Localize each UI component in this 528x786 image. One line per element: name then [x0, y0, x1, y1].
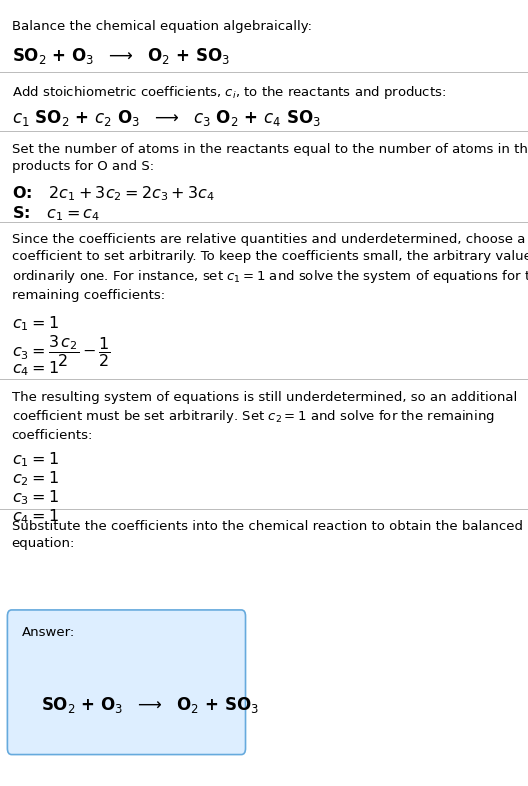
- Text: $c_1$ SO$_2$ + $c_2$ O$_3$  $\longrightarrow$  $c_3$ O$_2$ + $c_4$ SO$_3$: $c_1$ SO$_2$ + $c_2$ O$_3$ $\longrightar…: [12, 108, 321, 127]
- Text: $c_4 = 1$: $c_4 = 1$: [12, 507, 59, 526]
- Text: Substitute the coefficients into the chemical reaction to obtain the balanced
eq: Substitute the coefficients into the che…: [12, 520, 523, 550]
- Text: Since the coefficients are relative quantities and underdetermined, choose a
coe: Since the coefficients are relative quan…: [12, 233, 528, 303]
- Text: Balance the chemical equation algebraically:: Balance the chemical equation algebraica…: [12, 20, 312, 34]
- Text: $c_1 = 1$: $c_1 = 1$: [12, 450, 59, 469]
- Text: $c_2 = 1$: $c_2 = 1$: [12, 469, 59, 488]
- Text: $c_4 = 1$: $c_4 = 1$: [12, 359, 59, 378]
- Text: $c_3 = \dfrac{3\,c_2}{2} - \dfrac{1}{2}$: $c_3 = \dfrac{3\,c_2}{2} - \dfrac{1}{2}$: [12, 333, 110, 369]
- Text: $c_3 = 1$: $c_3 = 1$: [12, 488, 59, 507]
- Text: Set the number of atoms in the reactants equal to the number of atoms in the
pro: Set the number of atoms in the reactants…: [12, 143, 528, 173]
- Text: The resulting system of equations is still underdetermined, so an additional
coe: The resulting system of equations is sti…: [12, 391, 517, 443]
- Text: SO$_2$ + O$_3$  $\longrightarrow$  O$_2$ + SO$_3$: SO$_2$ + O$_3$ $\longrightarrow$ O$_2$ +…: [41, 695, 259, 715]
- Text: S:   $c_1 = c_4$: S: $c_1 = c_4$: [12, 204, 99, 223]
- Text: O:   $2 c_1 + 3 c_2 = 2 c_3 + 3 c_4$: O: $2 c_1 + 3 c_2 = 2 c_3 + 3 c_4$: [12, 185, 214, 204]
- FancyBboxPatch shape: [7, 610, 246, 755]
- Text: Answer:: Answer:: [22, 626, 76, 639]
- Text: Add stoichiometric coefficients, $c_i$, to the reactants and products:: Add stoichiometric coefficients, $c_i$, …: [12, 84, 446, 101]
- Text: SO$_2$ + O$_3$  $\longrightarrow$  O$_2$ + SO$_3$: SO$_2$ + O$_3$ $\longrightarrow$ O$_2$ +…: [12, 46, 230, 66]
- Text: $c_1 = 1$: $c_1 = 1$: [12, 314, 59, 333]
